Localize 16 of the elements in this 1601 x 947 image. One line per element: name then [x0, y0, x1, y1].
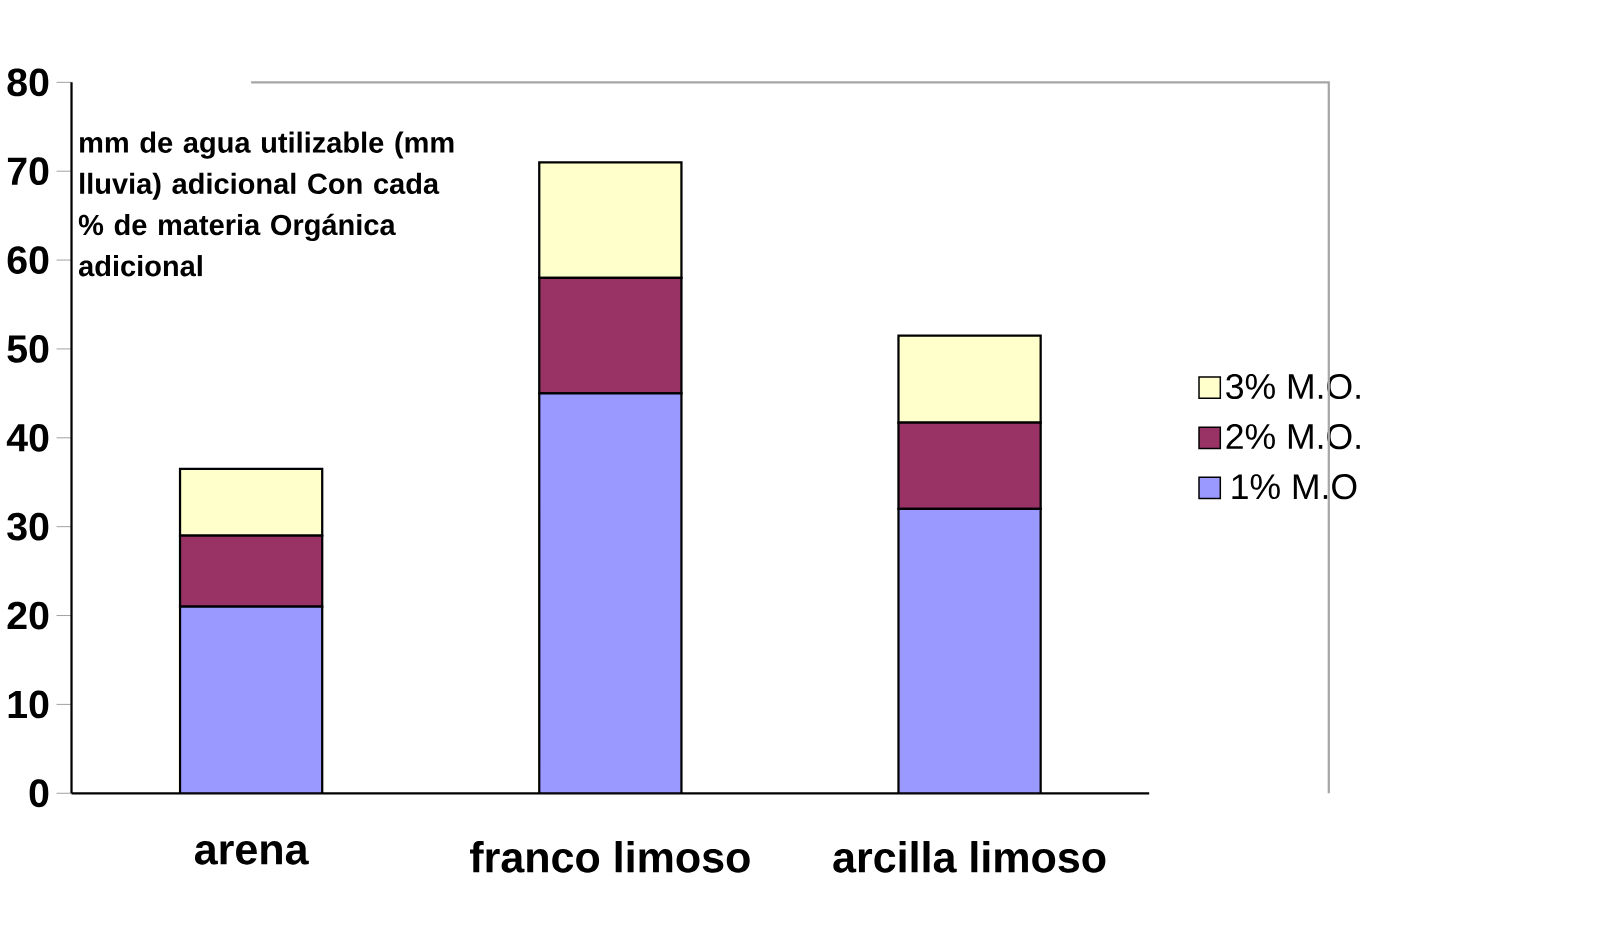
y-tick-label: 40	[6, 424, 49, 452]
y-tick-label: 50	[7, 335, 49, 363]
legend-label: 2% M.O.	[1226, 424, 1360, 450]
x-tick-label: arcilla limoso	[833, 841, 1106, 873]
legend-label: 1% M.O	[1232, 474, 1357, 500]
x-tick-label: arena	[194, 841, 309, 865]
y-tick-label: 0	[29, 779, 49, 808]
y-tick-label: 70	[7, 157, 49, 186]
y-tick-label: 30	[7, 512, 49, 541]
annotation: mm de agua utilizable (mm lluvia) adicional Con cada % de materia Orgánica adicional	[78, 131, 454, 277]
x-tick-label: franco limoso	[470, 841, 750, 873]
y-tick-label: 20	[7, 601, 49, 630]
y-tick-label: 10	[8, 690, 49, 719]
y-tick-label: 60	[7, 246, 49, 275]
legend-label: 3% M.O.	[1226, 374, 1360, 400]
y-tick-label: 80	[7, 68, 49, 97]
